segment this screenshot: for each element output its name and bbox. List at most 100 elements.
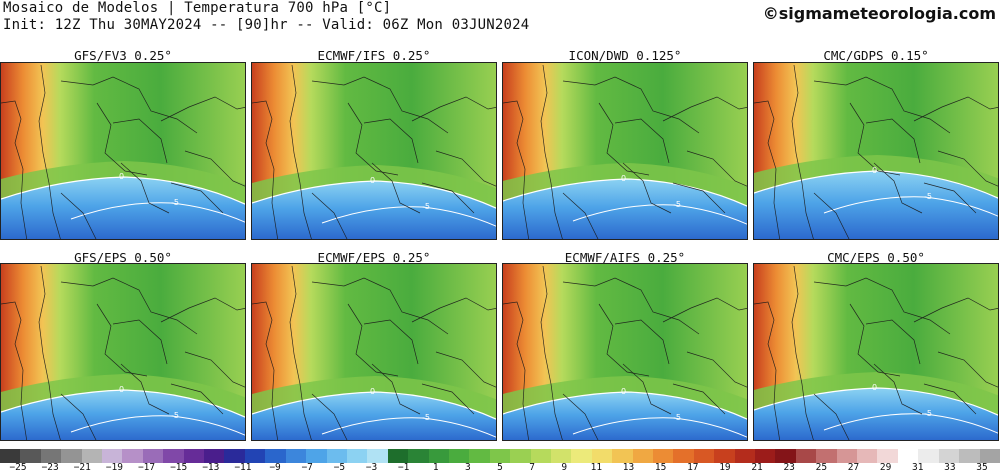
contour-label: -5 [673, 200, 681, 209]
colorbar-swatch [673, 449, 694, 463]
brand-watermark[interactable]: ©sigmameteorologia.com [762, 4, 996, 23]
colorbar-swatch [816, 449, 837, 463]
temperature-map: 0 -5 [1, 264, 245, 440]
model-map-panel: 0 -5 [753, 62, 999, 240]
colorbar-tick-label: 1 [432, 462, 439, 473]
colorbar-swatch [20, 449, 41, 463]
panel-title: ECMWF/EPS 0.25° [317, 250, 431, 265]
colorbar-tick-label: 17 [687, 462, 699, 473]
colorbar-swatch [224, 449, 245, 463]
colorbar-tick-label: 33 [944, 462, 956, 473]
contour-label: 0 [119, 385, 124, 394]
colorbar-swatch [81, 449, 103, 463]
colorbar-tick-label: 3 [464, 462, 471, 473]
colorbar-tick-label: −11 [234, 462, 252, 473]
colorbar-tick-label: −1 [397, 462, 410, 473]
colorbar-swatch [40, 449, 62, 463]
contour-label: 0 [621, 174, 626, 183]
colorbar-swatch [61, 449, 82, 463]
colorbar-swatch [959, 449, 980, 463]
colorbar-tick-label: 5 [497, 462, 503, 473]
colorbar-tick-label: −13 [202, 462, 220, 473]
colorbar-swatch [857, 449, 878, 463]
colorbar-tick-label: −17 [137, 462, 156, 473]
panel-title: CMC/EPS 0.50° [827, 250, 925, 265]
colorbar-swatch [530, 449, 551, 463]
contour-label: -5 [422, 413, 430, 422]
contour-label: 0 [872, 166, 877, 175]
colorbar-swatch [897, 449, 919, 463]
model-map-panel: 0 -5 [502, 62, 748, 240]
colorbar-tick-label: −15 [170, 462, 188, 473]
colorbar-tick-label: 27 [847, 462, 860, 473]
colorbar-tick-label: 9 [561, 462, 568, 473]
colorbar-swatch [714, 449, 735, 463]
colorbar-swatch [510, 449, 531, 463]
colorbar-tick-label: −7 [301, 462, 313, 473]
model-map-panel: 0 -5 [753, 263, 999, 441]
colorbar-tick-label: −9 [269, 462, 281, 473]
colorbar-swatch [938, 449, 960, 463]
colorbar-swatch [877, 449, 898, 463]
temperature-map: 0 -5 [503, 264, 747, 440]
colorbar-tick-label: 31 [911, 462, 924, 473]
model-map-panel: 0 -5 [251, 62, 497, 240]
colorbar-swatch [448, 449, 470, 463]
colorbar-swatch [734, 449, 756, 463]
colorbar-tick-label: 35 [976, 462, 988, 473]
colorbar-swatch [489, 449, 511, 463]
colorbar-tick-label: 23 [783, 462, 795, 473]
colorbar-swatch [591, 449, 613, 463]
colorbar-swatch [183, 449, 205, 463]
contour-label: -5 [924, 192, 932, 201]
colorbar-swatch [0, 449, 21, 463]
panel-title: ECMWF/AIFS 0.25° [564, 250, 686, 265]
colorbar-swatch [204, 449, 225, 463]
colorbar-tick-label: −25 [9, 462, 27, 473]
colorbar-swatch [122, 449, 143, 463]
colorbar-tick-label: −21 [73, 462, 91, 473]
colorbar-tick-label: −23 [41, 462, 59, 473]
colorbar-swatch [326, 449, 347, 463]
panel-title: GFS/FV3 0.25° [74, 48, 172, 63]
colorbar-swatch [265, 449, 286, 463]
colorbar-tick-label: −5 [333, 462, 346, 473]
contour-label: 0 [370, 176, 375, 185]
colorbar-tick-label: 19 [719, 462, 731, 473]
colorbar-swatch [346, 449, 368, 463]
colorbar-swatch [285, 449, 307, 463]
contour-label: -5 [422, 202, 430, 211]
panel-title: ECMWF/IFS 0.25° [317, 48, 431, 63]
colorbar-tick-label: 25 [815, 462, 828, 473]
colorbar-tick-label: 29 [879, 462, 892, 473]
colorbar-tick-label: 15 [654, 462, 667, 473]
colorbar-swatch [306, 449, 327, 463]
colorbar-swatch [469, 449, 490, 463]
colorbar-swatch [693, 449, 715, 463]
chart-title: Mosaico de Modelos | Temperatura 700 hPa… [3, 0, 392, 16]
model-map-panel: 0 -5 [502, 263, 748, 441]
run-info: Init: 12Z Thu 30MAY2024 -- [90]hr -- Val… [3, 17, 530, 33]
colorbar-swatch [244, 449, 266, 463]
colorbar-swatch [163, 449, 184, 463]
colorbar-swatch [428, 449, 449, 463]
temperature-map: 0 -5 [252, 63, 496, 239]
contour-label: -5 [171, 198, 179, 207]
colorbar-tick-label: 13 [622, 462, 635, 473]
colorbar-swatch [775, 449, 796, 463]
colorbar-tick-label: 11 [590, 462, 603, 473]
model-map-panel: 0 -5 [0, 263, 246, 441]
colorbar-ticks: −25 −23 −21 −19 −17 −15 −13 −11 −9 −7 −5 −3 −1 1 3 5 7 9 1… [0, 462, 1000, 473]
colorbar-swatch [979, 449, 1000, 463]
colorbar-swatch [571, 449, 592, 463]
contour-label: 0 [119, 172, 124, 181]
temperature-map: 0 -5 [252, 264, 496, 440]
colorbar-swatch [142, 449, 164, 463]
contour-label: -5 [171, 411, 179, 420]
contour-label: 0 [370, 387, 375, 396]
colorbar-tick-label: −19 [105, 462, 123, 473]
colorbar-swatch [102, 449, 123, 463]
colorbar-swatch [632, 449, 653, 463]
contour-label: 0 [621, 387, 626, 396]
temperature-map: 0 -5 [503, 63, 747, 239]
